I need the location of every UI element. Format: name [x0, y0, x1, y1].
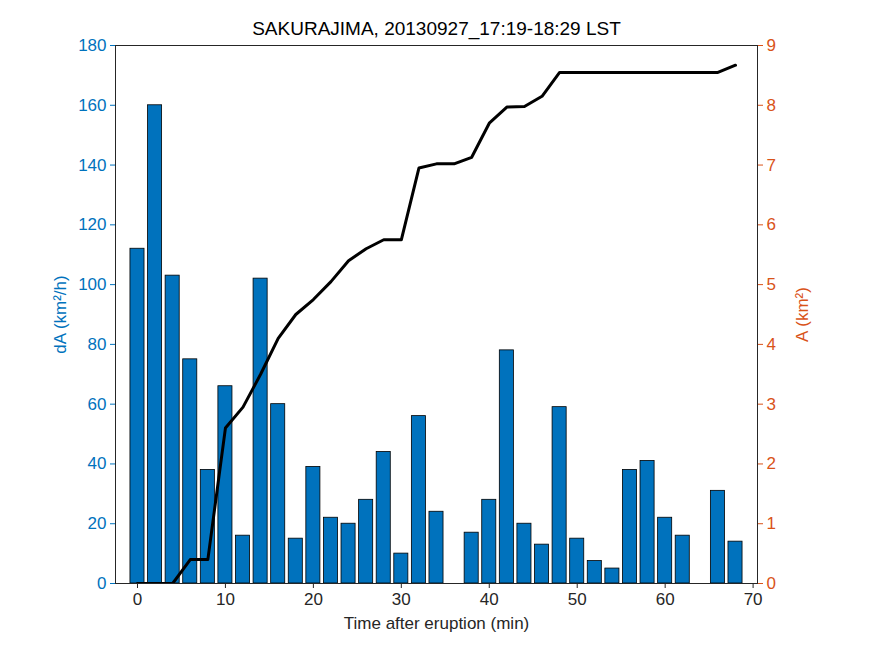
svg-text:0: 0 [133, 590, 142, 609]
svg-text:70: 70 [744, 590, 763, 609]
svg-text:60: 60 [656, 590, 675, 609]
svg-text:40: 40 [88, 454, 107, 473]
svg-text:140: 140 [78, 155, 106, 174]
svg-text:10: 10 [216, 590, 235, 609]
svg-text:5: 5 [767, 275, 776, 294]
svg-text:160: 160 [78, 96, 106, 115]
svg-text:9: 9 [767, 36, 776, 55]
svg-text:1: 1 [767, 514, 776, 533]
svg-text:4: 4 [767, 335, 776, 354]
svg-text:30: 30 [392, 590, 411, 609]
svg-text:A (km²): A (km²) [793, 287, 812, 342]
svg-text:3: 3 [767, 395, 776, 414]
svg-text:8: 8 [767, 96, 776, 115]
svg-text:20: 20 [304, 590, 323, 609]
svg-text:100: 100 [78, 275, 106, 294]
svg-text:60: 60 [88, 395, 107, 414]
svg-text:50: 50 [568, 590, 587, 609]
svg-text:40: 40 [480, 590, 499, 609]
svg-text:80: 80 [88, 335, 107, 354]
svg-text:120: 120 [78, 215, 106, 234]
svg-text:dA (km²/h): dA (km²/h) [51, 275, 70, 353]
svg-text:0: 0 [767, 574, 776, 593]
svg-text:SAKURAJIMA, 20130927_17:19-18:: SAKURAJIMA, 20130927_17:19-18:29 LST [252, 18, 621, 40]
svg-text:2: 2 [767, 454, 776, 473]
svg-text:Time after eruption (min): Time after eruption (min) [344, 614, 529, 633]
svg-text:20: 20 [88, 514, 107, 533]
svg-text:7: 7 [767, 155, 776, 174]
svg-text:0: 0 [97, 574, 106, 593]
svg-text:180: 180 [78, 36, 106, 55]
svg-text:6: 6 [767, 215, 776, 234]
